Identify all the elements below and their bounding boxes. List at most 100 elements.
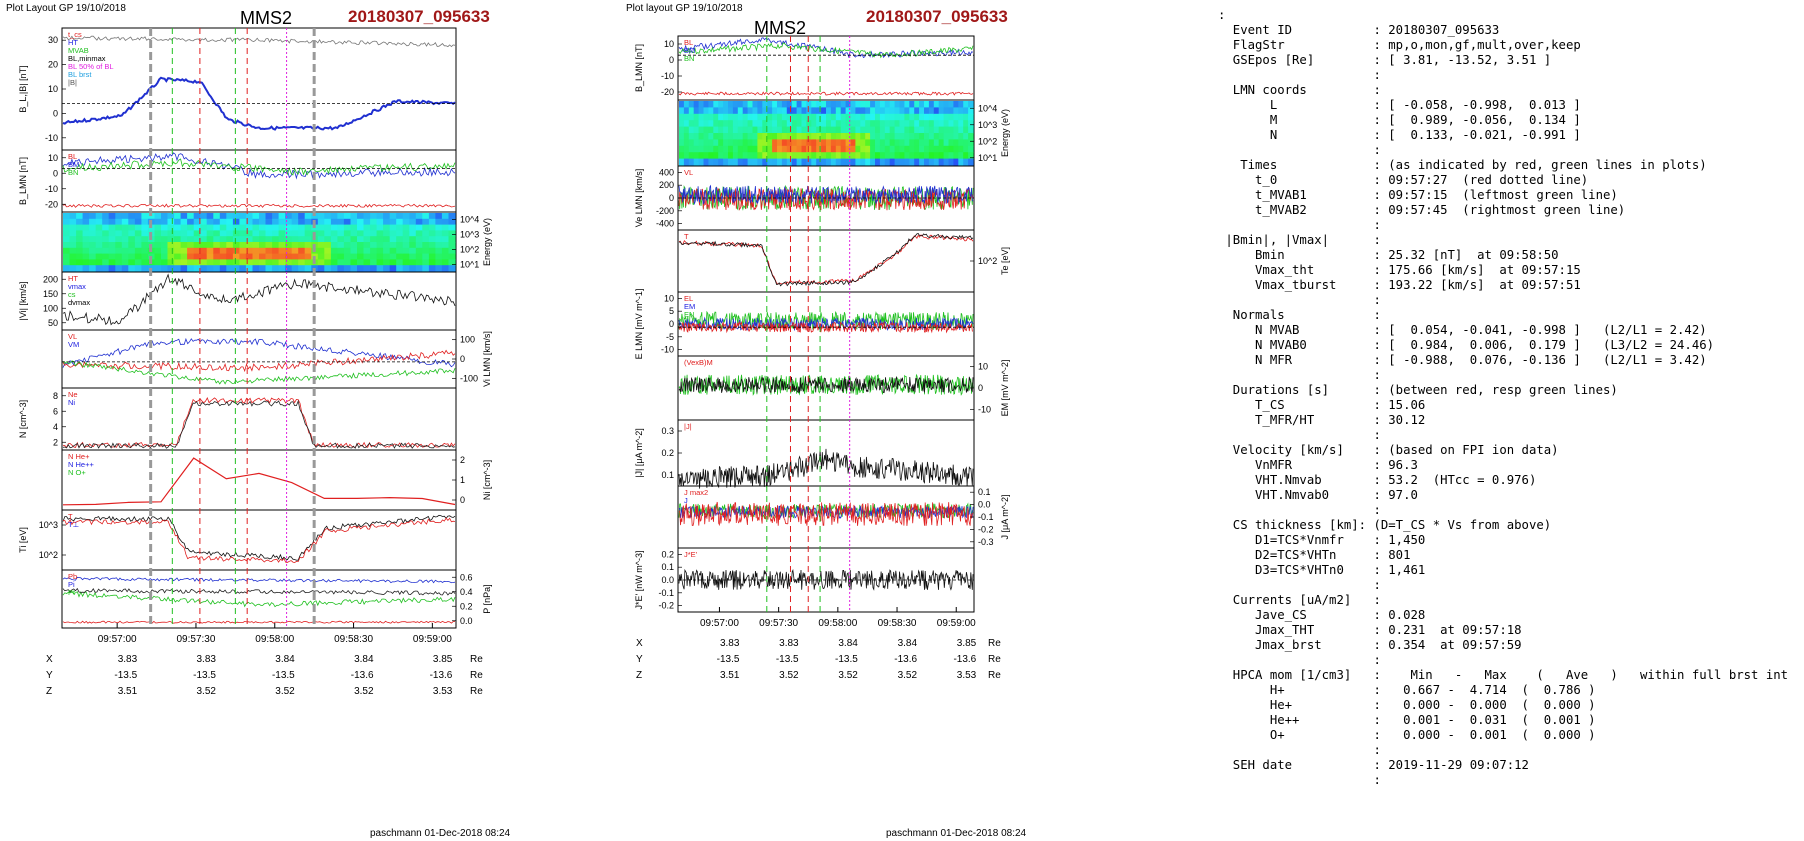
- spectrogram-cell: [806, 107, 812, 115]
- spectrogram-cell: [693, 107, 700, 115]
- summary-line: Jmax_THT : 0.231 at 09:57:18: [1218, 623, 1522, 637]
- middle-plot-column: Plot layout GP 19/10/2018 MMS2 20180307_…: [626, 0, 1166, 841]
- position-axis-label: Y: [636, 654, 643, 665]
- spectrogram-cell: [187, 242, 195, 249]
- spectrogram-cell: [806, 133, 812, 140]
- spectrogram-cell: [767, 152, 773, 160]
- spectrogram-cell: [865, 126, 871, 134]
- x-tick-label: 09:57:30: [759, 618, 798, 629]
- spectrogram-cell: [219, 259, 227, 266]
- summary-line: :: [1218, 68, 1381, 82]
- spectrogram-cell: [732, 113, 739, 121]
- position-value: 3.84: [354, 654, 374, 665]
- spectrogram-cell: [688, 107, 695, 115]
- spectrogram-cell: [732, 133, 739, 140]
- spectrogram-cell: [747, 120, 754, 128]
- series-line: [62, 35, 456, 48]
- spectrogram-cell: [860, 120, 866, 128]
- spectrogram-cell: [134, 224, 142, 231]
- spectrogram-cell: [115, 218, 123, 226]
- summary-line: T_CS : 15.06: [1218, 398, 1426, 412]
- spectrogram-cell: [865, 107, 871, 115]
- spectrogram-cell: [337, 242, 345, 249]
- spectrogram-cell: [762, 139, 768, 147]
- spectrogram-cell: [835, 120, 842, 128]
- spectrogram-cell: [363, 247, 371, 255]
- spectrogram-cell: [899, 126, 905, 134]
- spectrogram-cell: [938, 145, 945, 153]
- spectrogram-cell: [693, 139, 700, 147]
- spectrogram-cell: [272, 236, 280, 243]
- spectrogram-cell: [835, 139, 842, 147]
- series-line: [62, 576, 456, 584]
- legend-entry: J max2: [684, 488, 708, 497]
- y-tick-label: 10: [664, 293, 674, 303]
- y-tick-label: 6: [53, 406, 58, 416]
- position-value: 3.52: [196, 686, 216, 697]
- spectrogram-cell: [879, 133, 886, 140]
- spectrogram-cell: [89, 230, 97, 237]
- x-tick-label: 09:57:30: [176, 634, 215, 645]
- position-value: 3.85: [433, 654, 453, 665]
- summary-line: M : [ 0.989, -0.056, 0.134 ]: [1218, 113, 1581, 127]
- spectrogram-cell: [679, 120, 685, 128]
- spectrogram-cell: [875, 133, 881, 140]
- spectrogram-cell: [252, 224, 260, 231]
- spectrogram-cell: [154, 247, 162, 255]
- spectrogram-cell: [441, 224, 449, 231]
- spectrogram-cell: [708, 139, 714, 147]
- position-value: 3.85: [957, 638, 977, 649]
- spectrogram-cell: [948, 120, 954, 128]
- y-tick-label: 10: [978, 362, 988, 372]
- spectrogram-cell: [811, 101, 817, 108]
- series-line: [678, 91, 974, 96]
- spectrogram-cell: [134, 218, 142, 226]
- spectrogram-cell: [811, 107, 817, 115]
- spectrogram-cell: [737, 113, 744, 121]
- spectrogram-cell: [718, 113, 724, 121]
- y-tick-label: -10: [661, 71, 674, 81]
- spectrogram-cell: [278, 253, 286, 260]
- y-tick-label: 0: [460, 495, 465, 505]
- spectrogram-cell: [193, 259, 201, 266]
- spectrogram-cell: [402, 242, 410, 249]
- spectrogram-cell: [219, 224, 227, 231]
- legend-entry: BL 50% of BL: [68, 62, 114, 71]
- spectrogram-cell: [343, 247, 351, 255]
- spectrogram-cell: [953, 133, 959, 140]
- spectrogram-cell: [728, 145, 734, 153]
- spectrogram-cell: [914, 139, 920, 147]
- spectrogram-cell: [370, 259, 378, 266]
- spectrogram-cell: [870, 113, 876, 121]
- spectrogram-cell: [791, 107, 798, 115]
- spectrogram-cell: [245, 253, 253, 260]
- spectrogram-cell: [343, 259, 351, 266]
- y-axis-label: Vi LMN [km/s]: [482, 331, 492, 387]
- spectrogram-cell: [213, 218, 221, 226]
- spectrogram-cell: [422, 247, 430, 255]
- spectrogram-cell: [291, 230, 299, 237]
- spectrogram-cell: [252, 253, 260, 260]
- spectrogram-cell: [801, 152, 807, 160]
- y-tick-label: -10: [45, 184, 58, 194]
- spectrogram-cell: [259, 247, 267, 255]
- series-line: [62, 203, 456, 208]
- spectrogram-cell: [860, 113, 866, 121]
- position-value: -13.5: [717, 654, 740, 665]
- spectrogram-cell: [343, 218, 351, 226]
- spectrogram-cell: [167, 247, 175, 255]
- spectrogram-cell: [884, 113, 891, 121]
- spectrogram-cell: [928, 152, 935, 160]
- summary-line: |Bmin|, |Vmax| :: [1218, 233, 1381, 247]
- spectrogram-cell: [422, 213, 430, 220]
- position-axis-label: Z: [46, 686, 52, 697]
- spectrogram-cell: [693, 120, 700, 128]
- spectrogram-cell: [860, 126, 866, 134]
- spectrogram-cell: [330, 230, 338, 237]
- spectrogram-cell: [63, 253, 71, 260]
- spectrogram-cell: [278, 265, 286, 272]
- spectrogram-cell: [396, 230, 404, 237]
- spectrogram-cell: [806, 126, 812, 134]
- spectrogram-cell: [161, 224, 169, 231]
- spectrogram-cell: [728, 133, 734, 140]
